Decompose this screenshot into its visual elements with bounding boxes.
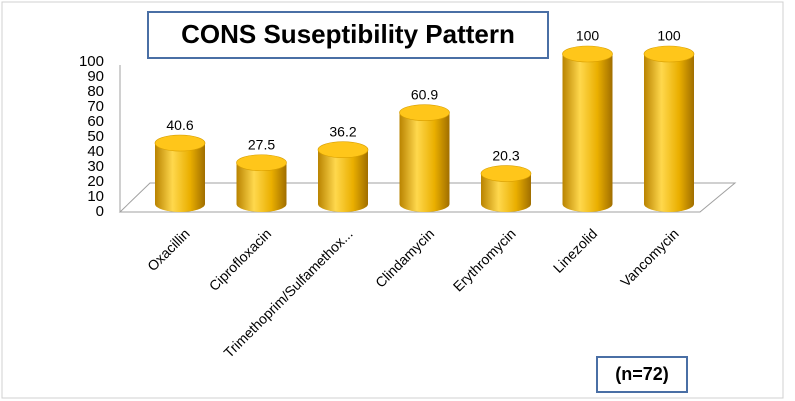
cylinder-body bbox=[399, 112, 450, 212]
x-tick-label: Erythromycin bbox=[450, 225, 519, 294]
x-tick-label: Clindamycin bbox=[372, 225, 437, 290]
y-tick-label: 0 bbox=[96, 203, 104, 220]
annotation: (n=72) bbox=[615, 364, 669, 384]
y-tick-label: 60 bbox=[87, 113, 104, 130]
cylinder-body bbox=[562, 54, 613, 212]
y-tick-label: 80 bbox=[87, 83, 104, 100]
value-label: 36.2 bbox=[329, 123, 356, 139]
y-tick-label: 30 bbox=[87, 158, 104, 175]
x-tick-label: Oxacillin bbox=[144, 225, 193, 274]
value-label: 40.6 bbox=[166, 117, 193, 133]
frame bbox=[1, 1, 784, 399]
cylinder-body bbox=[155, 143, 205, 212]
x-tick-label: Linezolid bbox=[550, 225, 600, 275]
y-tick-label: 100 bbox=[79, 53, 104, 70]
chart-title: CONS Suseptibility Pattern bbox=[181, 19, 515, 49]
cylinder-top bbox=[480, 165, 532, 182]
cylinder-body bbox=[644, 54, 694, 212]
value-label: 60.9 bbox=[411, 86, 438, 102]
cylinder-body bbox=[481, 173, 531, 212]
y-tick-label: 40 bbox=[87, 143, 104, 160]
x-tick-label: Ciprofloxacin bbox=[206, 225, 275, 294]
x-tick-label: Vancomycin bbox=[617, 225, 682, 290]
cylinder-top bbox=[154, 134, 206, 152]
cylinder-top bbox=[562, 45, 613, 63]
floor bbox=[118, 182, 737, 213]
y-tick-label: 90 bbox=[87, 68, 104, 85]
cylinder-body bbox=[236, 162, 287, 212]
value-label: 100 bbox=[657, 28, 681, 44]
cylinder-top bbox=[236, 154, 287, 172]
y-tick-label: 70 bbox=[87, 98, 104, 115]
note-box bbox=[596, 356, 688, 393]
y-tick-label: 10 bbox=[87, 188, 104, 205]
value-label: 20.3 bbox=[492, 147, 519, 163]
y-tick-label: 50 bbox=[87, 128, 104, 145]
y-tick-label: 20 bbox=[87, 173, 104, 190]
value-label: 100 bbox=[576, 28, 600, 44]
cylinder-body bbox=[318, 149, 368, 212]
cylinder-top bbox=[643, 45, 695, 63]
x-tick-label: Trimethoprim/Sulfamethox... bbox=[220, 225, 355, 360]
cylinder-top bbox=[399, 104, 450, 121]
value-label: 27.5 bbox=[248, 136, 275, 152]
cylinder-top bbox=[317, 141, 369, 158]
title-box bbox=[147, 11, 549, 59]
